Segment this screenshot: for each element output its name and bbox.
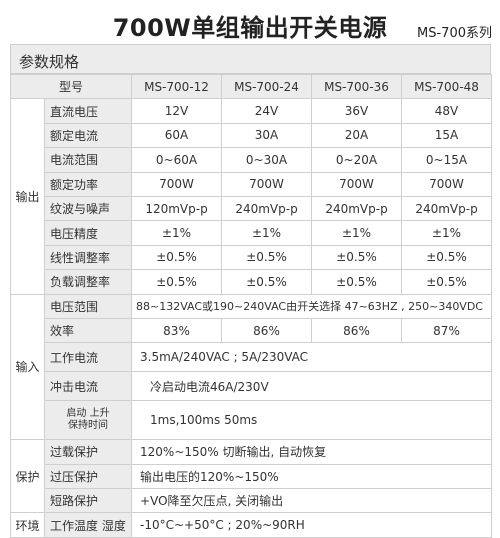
row-label: 纹波与噪声 xyxy=(43,195,133,222)
table-cell: 0~20A xyxy=(311,147,403,173)
row-label: 额定电流 xyxy=(43,122,133,149)
table-cell: 700W xyxy=(131,171,223,197)
table-cell: ±1% xyxy=(131,220,223,246)
table-cell: ±0.5% xyxy=(311,269,403,295)
table-cell: 700W xyxy=(401,171,493,197)
table-cell: 240mVp-p xyxy=(311,195,403,222)
table-cell: ±1% xyxy=(401,220,493,246)
table-row: 过压保护 输出电压的120%~150% xyxy=(11,463,493,490)
table-row: 冲击电流 冷启动电流46A/230V xyxy=(11,371,493,402)
table-cell: 15A xyxy=(401,122,493,149)
table-cell: ±1% xyxy=(311,220,403,246)
table-cell: 86% xyxy=(311,317,403,344)
row-label: 启动 上升 保持时间 xyxy=(43,400,133,441)
table-cell: 700W xyxy=(221,171,313,197)
table-cell: 120%~150% 切断输出, 自动恢复 xyxy=(131,439,493,465)
table-cell: 1ms,100ms 50ms xyxy=(131,400,493,441)
table-cell: +VO降至欠压点, 关闭输出 xyxy=(131,488,493,514)
model-name: MS-700-12 xyxy=(131,73,223,100)
table-cell: 36V xyxy=(311,98,403,124)
model-header-label: 型号 xyxy=(9,73,133,100)
table-cell: 83% xyxy=(131,317,223,344)
table-row: 线性调整率 ±0.5% ±0.5% ±0.5% ±0.5% xyxy=(11,244,493,271)
group-output: 输出 xyxy=(10,98,45,295)
table-cell: ±0.5% xyxy=(221,269,313,295)
table-cell: 87% xyxy=(401,317,493,344)
table-cell: ±0.5% xyxy=(401,244,493,271)
table-cell: -10°C~+50°C ; 20%~90RH xyxy=(131,512,493,538)
group-input: 输入 xyxy=(10,293,45,441)
model-name: MS-700-24 xyxy=(221,73,313,100)
table-row: 启动 上升 保持时间 1ms,100ms 50ms xyxy=(11,400,493,441)
table-row: 输入 电压范围 88~132VAC或190~240VAC由开关选择 47~63H… xyxy=(10,293,493,441)
table-cell: 0~60A xyxy=(131,147,223,173)
table-row: 电流范围 0~60A 0~30A 0~20A 0~15A xyxy=(11,147,493,173)
table-cell: 30A xyxy=(221,122,313,149)
table-row: 额定功率 700W 700W 700W 700W xyxy=(11,171,493,197)
table-row: 纹波与噪声 120mVp-p 240mVp-p 240mVp-p 240mVp-… xyxy=(11,195,493,222)
row-label: 冲击电流 xyxy=(43,371,133,402)
row-label: 电流范围 xyxy=(43,147,133,173)
table-cell: 0~15A xyxy=(401,147,493,173)
table-row: 负载调整率 ±0.5% ±0.5% ±0.5% ±0.5% xyxy=(11,269,493,295)
table-cell: ±0.5% xyxy=(221,244,313,271)
table-cell: ±0.5% xyxy=(311,244,403,271)
table-row: 效率 83% 86% 86% 87% xyxy=(11,317,493,344)
table-cell: 48V xyxy=(401,98,493,124)
table-cell: 60A xyxy=(131,122,223,149)
table-cell: 86% xyxy=(221,317,313,344)
table-cell: ±0.5% xyxy=(131,269,223,295)
table-row: 电压精度 ±1% ±1% ±1% ±1% xyxy=(11,220,493,246)
table-cell: 24V xyxy=(221,98,313,124)
model-name: MS-700-48 xyxy=(401,73,493,100)
row-label: 工作温度 湿度 xyxy=(43,512,133,538)
table-cell: 240mVp-p xyxy=(221,195,313,222)
section-heading: 参数规格 xyxy=(10,44,491,74)
row-label: 过压保护 xyxy=(43,463,133,490)
table-row: 输出 直流电压 12V 24V 36V 48V xyxy=(10,98,493,295)
table-row: 环境 工作温度 湿度 -10°C~+50°C ; 20%~90RH xyxy=(10,512,493,538)
title-bar: 700W单组输出开关电源 MS-700系列 xyxy=(0,0,500,42)
table-cell: 冷启动电流46A/230V xyxy=(131,371,493,402)
header-row: 型号 MS-700-12 MS-700-24 MS-700-36 MS-700-… xyxy=(9,73,493,100)
model-series-label: MS-700系列 xyxy=(417,26,492,41)
table-cell: ±0.5% xyxy=(131,244,223,271)
row-label: 直流电压 xyxy=(43,98,133,124)
table-cell: ±0.5% xyxy=(401,269,493,295)
table-cell: 120mVp-p xyxy=(131,195,223,222)
row-label-line: 启动 上升 xyxy=(66,408,110,420)
table-cell: 88~132VAC或190~240VAC由开关选择 47~63HZ , 250~… xyxy=(131,293,493,319)
table-row: 额定电流 60A 30A 20A 15A xyxy=(11,122,493,149)
table-cell: 输出电压的120%~150% xyxy=(131,463,493,490)
table-cell: ±1% xyxy=(221,220,313,246)
table-cell: 12V xyxy=(131,98,223,124)
table-cell: 240mVp-p xyxy=(401,195,493,222)
row-label: 过载保护 xyxy=(43,439,133,465)
row-label: 电压范围 xyxy=(43,293,133,319)
table-cell: 700W xyxy=(311,171,403,197)
row-label-line: 保持时间 xyxy=(68,420,108,432)
table-row: 保护 过载保护 120%~150% 切断输出, 自动恢复 xyxy=(10,439,493,514)
table-cell: 20A xyxy=(311,122,403,149)
row-label: 线性调整率 xyxy=(43,244,133,271)
spec-table: 型号 MS-700-12 MS-700-24 MS-700-36 MS-700-… xyxy=(9,73,493,538)
group-environment: 环境 xyxy=(10,512,45,538)
table-row: 工作电流 3.5mA/240VAC ; 5A/230VAC xyxy=(11,342,493,373)
page-title: 700W单组输出开关电源 xyxy=(112,14,388,42)
group-protection: 保护 xyxy=(10,439,45,514)
row-label: 额定功率 xyxy=(43,171,133,197)
table-cell: 3.5mA/240VAC ; 5A/230VAC xyxy=(131,342,493,373)
row-label: 工作电流 xyxy=(43,342,133,373)
table-cell: 0~30A xyxy=(221,147,313,173)
row-label: 电压精度 xyxy=(43,220,133,246)
row-label: 短路保护 xyxy=(43,488,133,514)
row-label: 效率 xyxy=(43,317,133,344)
row-label: 负载调整率 xyxy=(43,269,133,295)
model-name: MS-700-36 xyxy=(311,73,403,100)
table-row: 短路保护 +VO降至欠压点, 关闭输出 xyxy=(11,488,493,514)
